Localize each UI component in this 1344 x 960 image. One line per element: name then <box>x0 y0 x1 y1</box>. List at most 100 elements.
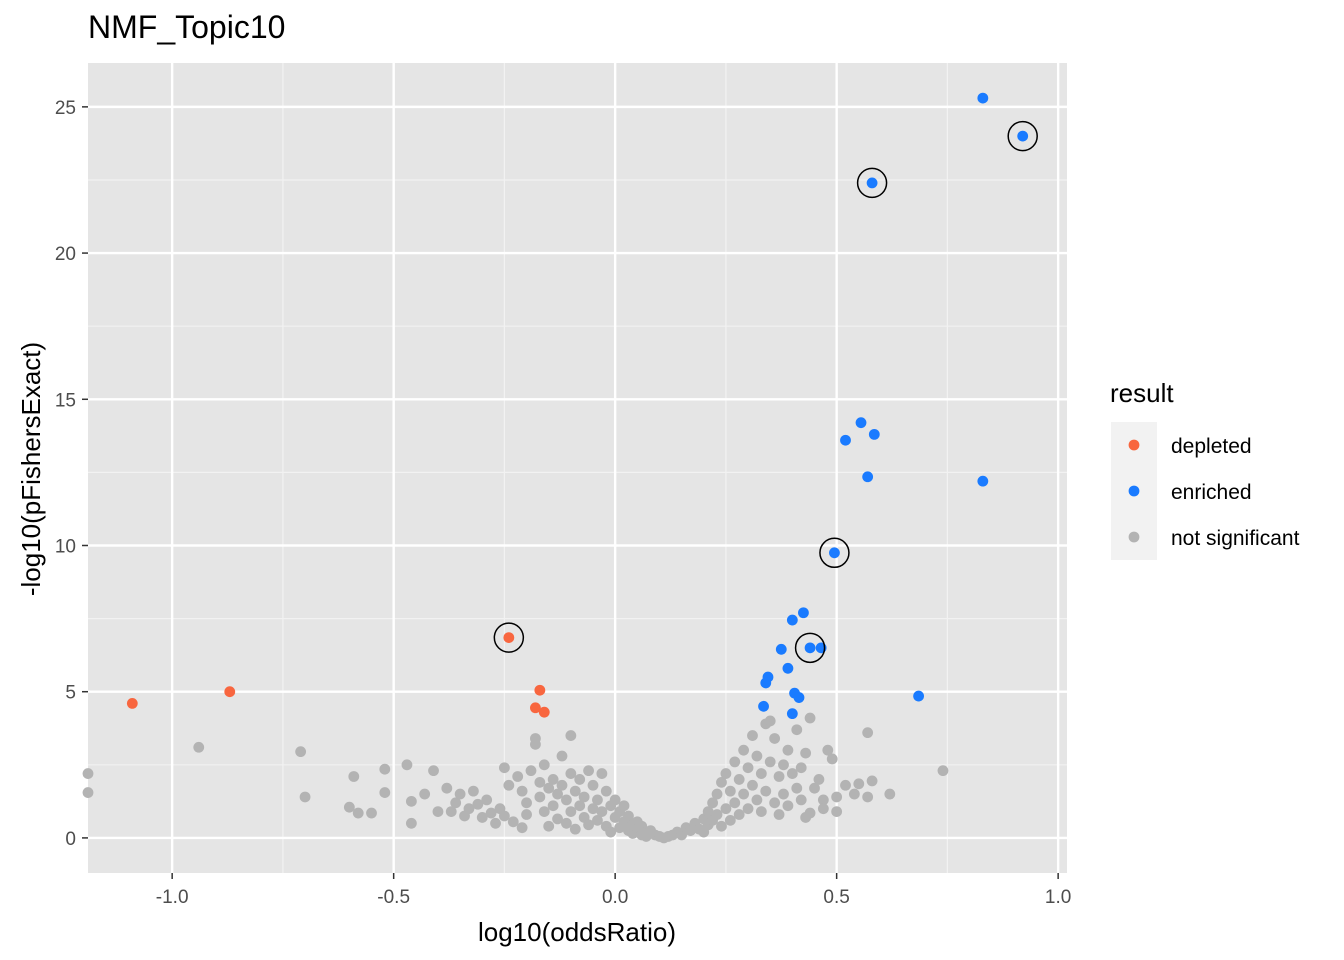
y-axis: 0 5 10 15 20 25 <box>55 98 88 850</box>
data-point <box>755 768 767 779</box>
data-point <box>778 759 789 771</box>
data-point <box>596 768 608 779</box>
data-point <box>826 753 838 765</box>
data-point <box>866 775 878 787</box>
highlight-circles <box>493 120 1038 664</box>
data-point <box>512 771 524 782</box>
data-point <box>742 762 754 774</box>
data-point <box>977 475 989 487</box>
data-point <box>724 785 736 797</box>
data-point <box>782 662 794 674</box>
data-point <box>791 782 803 794</box>
data-point <box>782 744 794 756</box>
data-point <box>804 807 816 819</box>
data-point <box>569 785 581 797</box>
data-point <box>499 762 510 774</box>
data-point <box>782 800 794 812</box>
data-point <box>798 607 809 619</box>
data-point <box>463 803 475 815</box>
y-tick-label: 5 <box>65 683 76 704</box>
data-point <box>937 765 949 777</box>
data-point <box>758 700 769 712</box>
data-point <box>829 547 840 559</box>
data-point <box>747 730 758 741</box>
data-point <box>862 791 874 803</box>
data-point <box>862 471 874 483</box>
data-point <box>751 794 763 806</box>
data-point <box>587 803 599 815</box>
data-point <box>521 809 532 820</box>
data-point <box>348 771 360 782</box>
legend-title: result <box>1110 378 1174 408</box>
data-point <box>561 817 572 829</box>
data-point <box>516 785 528 797</box>
data-point <box>702 806 714 817</box>
data-point <box>760 677 772 689</box>
data-point <box>596 806 608 817</box>
data-point <box>795 794 807 806</box>
data-point <box>547 774 559 785</box>
x-tick-label: 0.0 <box>602 887 628 908</box>
x-axis-title: log10(oddsRatio) <box>478 917 676 947</box>
data-point <box>738 744 750 756</box>
x-axis: -1.0 -0.5 0.0 0.5 1.0 <box>156 873 1071 908</box>
data-point <box>503 632 515 644</box>
data-point <box>786 614 798 626</box>
y-axis-title: -log10(pFishersExact) <box>16 342 46 596</box>
data-point <box>583 765 594 777</box>
data-point <box>764 756 776 768</box>
data-point <box>804 642 816 654</box>
y-tick-label: 15 <box>55 390 76 411</box>
data-point <box>490 817 501 829</box>
data-point <box>804 712 816 724</box>
data-point <box>786 768 798 779</box>
data-point <box>716 820 727 832</box>
data-point <box>352 807 364 819</box>
data-point <box>561 794 572 806</box>
x-tick-label: 1.0 <box>1045 887 1071 908</box>
data-point <box>556 750 568 762</box>
data-point <box>419 788 431 800</box>
data-point <box>578 791 590 803</box>
data-points <box>82 92 1029 844</box>
data-point <box>733 809 745 820</box>
data-point <box>817 803 829 815</box>
data-point <box>623 810 634 822</box>
data-point <box>862 727 874 739</box>
data-point <box>609 794 621 806</box>
data-point <box>716 776 727 788</box>
data-point <box>405 817 417 829</box>
data-point <box>729 797 741 809</box>
data-point <box>565 806 577 817</box>
highlight-circle <box>819 537 850 569</box>
data-point <box>733 774 745 785</box>
data-point <box>738 788 750 800</box>
data-point <box>538 759 550 771</box>
data-point <box>840 434 851 446</box>
data-point <box>481 794 493 806</box>
data-point <box>547 800 559 812</box>
data-point <box>441 782 453 794</box>
data-point <box>587 779 599 791</box>
data-point <box>401 759 413 771</box>
data-point <box>534 791 546 803</box>
highlight-circle <box>856 167 888 199</box>
highlight-circle <box>794 632 826 664</box>
minor-gridlines <box>88 63 1067 873</box>
data-point <box>786 708 798 720</box>
data-point <box>432 806 444 817</box>
data-point <box>769 733 781 744</box>
data-point <box>831 806 843 817</box>
legend-swatch <box>1128 531 1140 543</box>
data-point <box>552 788 563 800</box>
data-point <box>773 809 785 820</box>
data-point <box>977 92 989 104</box>
data-point <box>503 779 515 791</box>
data-point <box>450 797 462 809</box>
data-point <box>583 819 594 831</box>
data-point <box>565 768 577 779</box>
data-point <box>813 774 825 785</box>
data-point <box>724 814 736 826</box>
y-tick-label: 20 <box>55 244 76 265</box>
plot-panel <box>88 63 1067 873</box>
